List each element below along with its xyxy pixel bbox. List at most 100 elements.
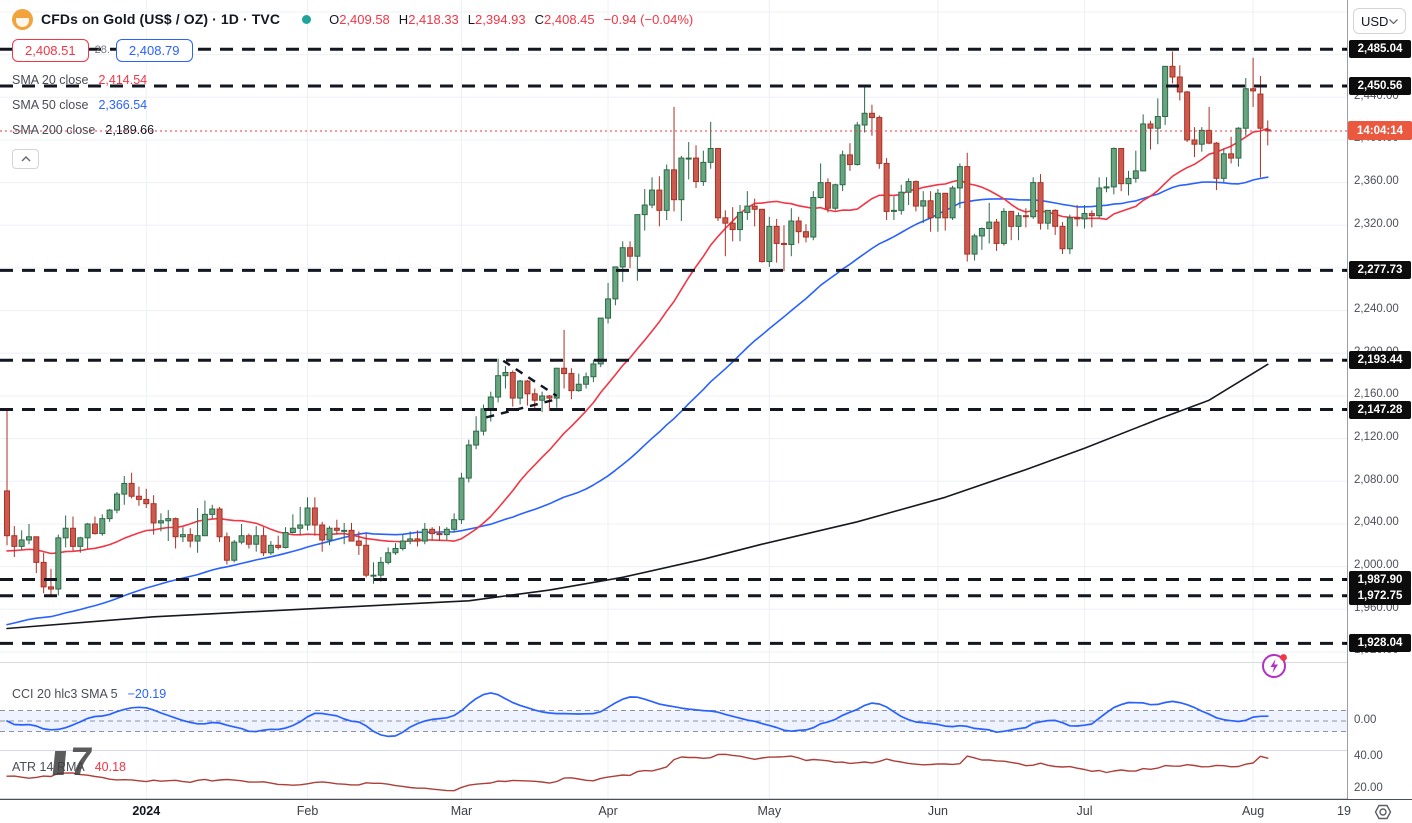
candle [135,495,142,500]
drawn-pattern-line [502,359,558,398]
candle [575,383,582,392]
candle [1235,127,1242,159]
candle [487,396,494,410]
sma-200-line [6,363,1269,630]
candle [47,586,54,590]
candle [414,538,421,542]
cci-panel-legend[interactable]: CCI 20 hlc3 SMA 5 −20.19 [12,687,166,701]
candle [165,518,172,522]
candle [1044,209,1051,224]
candle [1176,76,1183,93]
market-status-dot[interactable] [302,14,312,24]
candle [898,191,905,211]
indicator-row-sma20[interactable]: SMA 20 close 2,414.54 [12,73,148,87]
candle [1059,225,1066,250]
candle [113,493,120,511]
candle [465,444,472,479]
symbol-header[interactable]: CFDs on Gold (US$ / OZ) · 1D · TVC O2,40… [12,6,693,32]
grid-price-label: 1,960.00 [1354,601,1399,614]
grid-price-label: 2,000.00 [1354,559,1399,572]
candle [561,367,568,375]
month-label: Apr [598,804,618,818]
candle [553,367,560,399]
lightning-icon [1262,654,1287,678]
candle [436,533,443,536]
atr-panel-legend[interactable]: ATR 14 RMA 40.18 [12,760,126,774]
candle [868,112,875,119]
candle [121,482,128,495]
candle [890,209,897,212]
candle [964,166,971,255]
candle [1206,129,1213,144]
ask-button[interactable]: 2,408.79 [115,38,193,62]
candle [766,225,773,263]
price-axis[interactable]: USD 2,440.002,400.002,360.002,320.002,24… [1348,0,1412,799]
currency-label: USD [1361,13,1389,29]
candle [385,552,392,563]
bid-button[interactable]: 2,408.51 [12,38,89,62]
flash-boost-button[interactable] [1259,650,1291,682]
candle [223,536,230,561]
grid-price-label: 2,120.00 [1354,431,1399,444]
candle [1088,213,1095,217]
candle [99,518,106,535]
sma-20-line [6,127,1269,555]
candle [737,211,743,231]
candle [407,538,414,542]
candle [971,235,978,255]
tradingview-watermark: 7 [52,740,95,784]
candle [319,524,326,541]
atr-axis-label: 20.00 [1354,781,1383,794]
candle [238,535,245,543]
indicator-row-sma200[interactable]: SMA 200 close 2,189.66 [12,123,155,137]
price-level-label: 1,928.04 [1349,634,1411,653]
currency-selector[interactable]: USD [1353,8,1406,34]
candle [128,482,135,497]
candle [854,124,861,165]
candle [11,535,18,547]
candle [597,317,604,365]
candle [355,540,362,546]
candle [216,508,223,538]
candle [1030,182,1037,218]
candle [194,535,201,542]
month-label: Mar [450,804,473,818]
candle [1015,215,1022,227]
candle [231,541,238,561]
candle [77,537,84,547]
ohlc-values: O2,409.58 H2,418.33 L2,394.93 C2,408.45 … [329,11,694,27]
price-level-label: 1,972.75 [1349,586,1411,605]
month-label: May [757,804,782,818]
candle [656,189,663,211]
candle [106,509,113,520]
candle [649,189,656,206]
candle [861,112,868,126]
candle [245,535,252,545]
candle [627,247,634,257]
candle [495,375,502,398]
candle [612,266,619,300]
candle [700,161,707,183]
settings-gear-button[interactable] [1372,802,1394,821]
candle [1066,217,1073,250]
candle [348,529,355,542]
candle [1162,65,1169,117]
grid-price-label: 2,080.00 [1354,473,1399,486]
indicator-row-sma50[interactable]: SMA 50 close 2,366.54 [12,98,148,112]
candle [883,162,890,212]
candle [275,544,282,548]
chevron-down-icon [1389,18,1398,24]
candle [1074,217,1081,220]
month-label: Feb [296,804,319,818]
collapse-legend-button[interactable] [12,149,39,169]
candle [458,477,465,521]
candle [751,205,758,210]
time-axis[interactable]: 2024 Feb Mar Apr May Jun Jul Aug 19 [0,800,1412,823]
candle [326,527,333,541]
candle [341,529,348,532]
chevron-up-icon [20,156,31,162]
candle [1198,129,1205,145]
candle [1096,187,1103,217]
grid-price-label: 2,320.00 [1354,217,1399,230]
